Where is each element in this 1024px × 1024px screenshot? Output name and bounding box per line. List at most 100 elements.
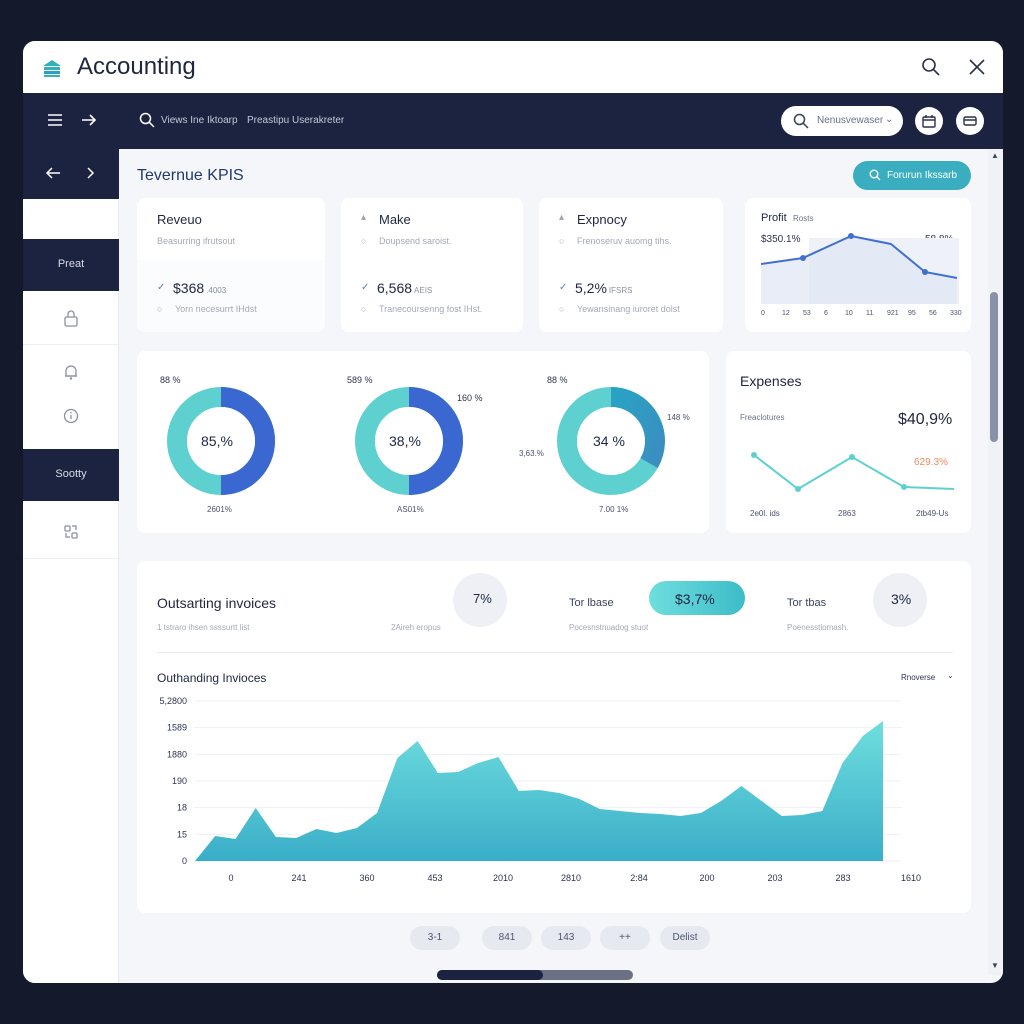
y-tick-label: 0 [182,856,187,866]
kpi-value-number: 6,568 [377,280,413,296]
donut-label: 3,63.% [519,449,544,458]
donut-chart[interactable] [555,385,667,497]
y-tick-label: 18 [177,803,187,813]
expenses-point [795,486,801,492]
stat-sub: Poenesstlomash. [787,623,849,632]
kpi-note: Yorn necesurrt IHdst [175,304,257,314]
vertical-scrollbar[interactable]: ▲ ▼ [988,149,1003,975]
arrow-left-icon[interactable] [45,165,61,181]
profit-x-label: 0 [761,310,765,317]
page-button[interactable]: Delist [660,926,710,950]
sidebar-section-preat[interactable]: Preat [23,239,119,291]
kpi-description: Beasurring ifrutsout [157,236,236,246]
search-placeholder: Nenusvewaser [817,115,884,126]
invoices-badge: 7% [453,573,507,627]
invoices-badge-value: 3% [891,591,912,607]
donut-card: 88 % 85,% 2601% 589 % 160 % 38,% AS01% 8… [137,351,709,533]
donut-segment [220,387,275,495]
profit-point [800,255,806,261]
report-button[interactable]: Forurun Ikssarb [853,161,971,190]
page-button[interactable]: 3-1 [410,926,460,950]
area-series [195,721,883,861]
profit-x-label: 6 [824,310,828,317]
invoices-summary-sub: 1 tstraro ihsen ssssurtt list [157,623,250,632]
horizontal-scrollbar[interactable] [437,970,633,980]
x-tick-label: 2810 [561,873,581,883]
breadcrumb-search-icon[interactable] [139,112,155,128]
app-title: Accounting [77,53,196,80]
kpi-value: 5,2% IFSRS [575,280,632,296]
chevron-right-icon[interactable] [83,165,99,181]
x-tick-label: 2:84 [630,873,648,883]
expenses-x-label: 2tb49-Us [916,509,949,518]
report-button-label: Forurun Ikssarb [887,170,958,181]
expenses-series-line [753,454,955,491]
check-icon: ✓ [559,282,568,293]
expenses-card[interactable]: Expenses Freaclotures $40,9% 629.3% 2e0l… [726,351,971,533]
breadcrumb-item[interactable]: Preastipu Userakreter [247,115,345,126]
sidebar-item-info[interactable] [23,389,119,439]
kpi-card-expnocy[interactable]: ▴ Expnocy ○ Frenoseruv auomg tihs. ✓ 5,2… [539,198,723,332]
arrow-right-icon[interactable] [81,111,97,129]
page-button[interactable]: ++ [600,926,650,950]
search-icon[interactable] [921,57,941,77]
profit-subtitle: Rosts [793,214,814,223]
sidebar-item-lock[interactable] [23,291,119,345]
profit-x-label: 53 [803,310,811,317]
donut-chart[interactable] [353,385,465,497]
title-bar: Accounting [23,41,1003,93]
sidebar-history-nav [23,149,119,199]
app-window: Accounting Views Ine Iktoarp Preastipu U… [23,41,1003,983]
page-button[interactable]: 841 [482,926,532,950]
donut-label: 589 % [347,375,373,385]
x-tick-label: 241 [291,873,306,883]
chart-title: Outhanding Invioces [157,671,267,685]
profit-card[interactable]: Profit Rosts $350.1% 58,8% 0125361011921… [745,198,971,332]
check-icon: ✓ [157,282,166,293]
chevron-down-icon: ⌄ [885,114,894,125]
donut-center-value: 34 % [593,433,625,449]
invoices-summary-title: Outsarting invoices [157,595,277,611]
profit-point [848,233,854,239]
calendar-button[interactable] [915,107,943,135]
kpi-note: Yewansinang iuroret dolst [577,304,680,314]
kpi-card-make[interactable]: ▴ Make ○ Doupsend saroist. ✓ 6,568 AEIS ○… [341,198,523,332]
scroll-down-icon[interactable]: ▼ [991,961,999,970]
stat-sub: Pocesnstnuadog stuot [569,623,649,632]
kpi-card-revenue[interactable]: Reveuo Beasurring ifrutsout ✓ $368.4003 … [137,198,325,332]
x-tick-label: 203 [767,873,782,883]
stat-value-pill[interactable]: $3,7% [649,581,745,615]
donut-label: 160 % [457,393,483,403]
expenses-value: $40,9% [898,411,953,428]
y-tick-label: 1880 [167,749,187,759]
scrollbar-thumb[interactable] [437,970,543,980]
chart-dropdown[interactable]: Rnoverse [901,673,936,682]
kpi-value-unit: .4003 [206,286,227,295]
donut-center-value: 38,% [389,433,421,449]
kpi-value: $368.4003 [173,280,226,296]
scroll-up-icon[interactable]: ▲ [991,151,999,160]
kpi-value: 6,568 AEIS [377,280,432,296]
donut-chart[interactable] [165,385,277,497]
top-search-input[interactable]: Nenusvewaser ⌄ [781,106,903,136]
search-icon [869,169,881,181]
page-button[interactable]: 143 [541,926,591,950]
profit-x-label: 921 [887,310,899,317]
donut-center-value: 85,% [201,433,233,449]
profit-x-label: 95 [908,310,916,317]
menu-icon[interactable] [47,111,63,129]
chevron-down-icon[interactable]: ⌄ [947,671,954,680]
scrollbar-thumb[interactable] [990,292,998,442]
lock-icon [64,310,78,327]
kpi-description: Doupsend saroist. [379,236,452,246]
sidebar-section-sootty[interactable]: Sootty [23,449,119,501]
breadcrumb-item[interactable]: Views Ine Iktoarp [161,115,238,126]
expenses-subtitle: Freaclotures [740,413,785,422]
card-button[interactable] [956,107,984,135]
close-icon[interactable] [967,57,987,77]
sidebar-item-bell[interactable] [23,345,119,395]
circle-icon: ○ [559,304,565,314]
arrow-up-icon: ▴ [559,212,565,223]
sidebar-item-link[interactable] [23,505,119,559]
x-tick-label: 1610 [901,873,921,883]
